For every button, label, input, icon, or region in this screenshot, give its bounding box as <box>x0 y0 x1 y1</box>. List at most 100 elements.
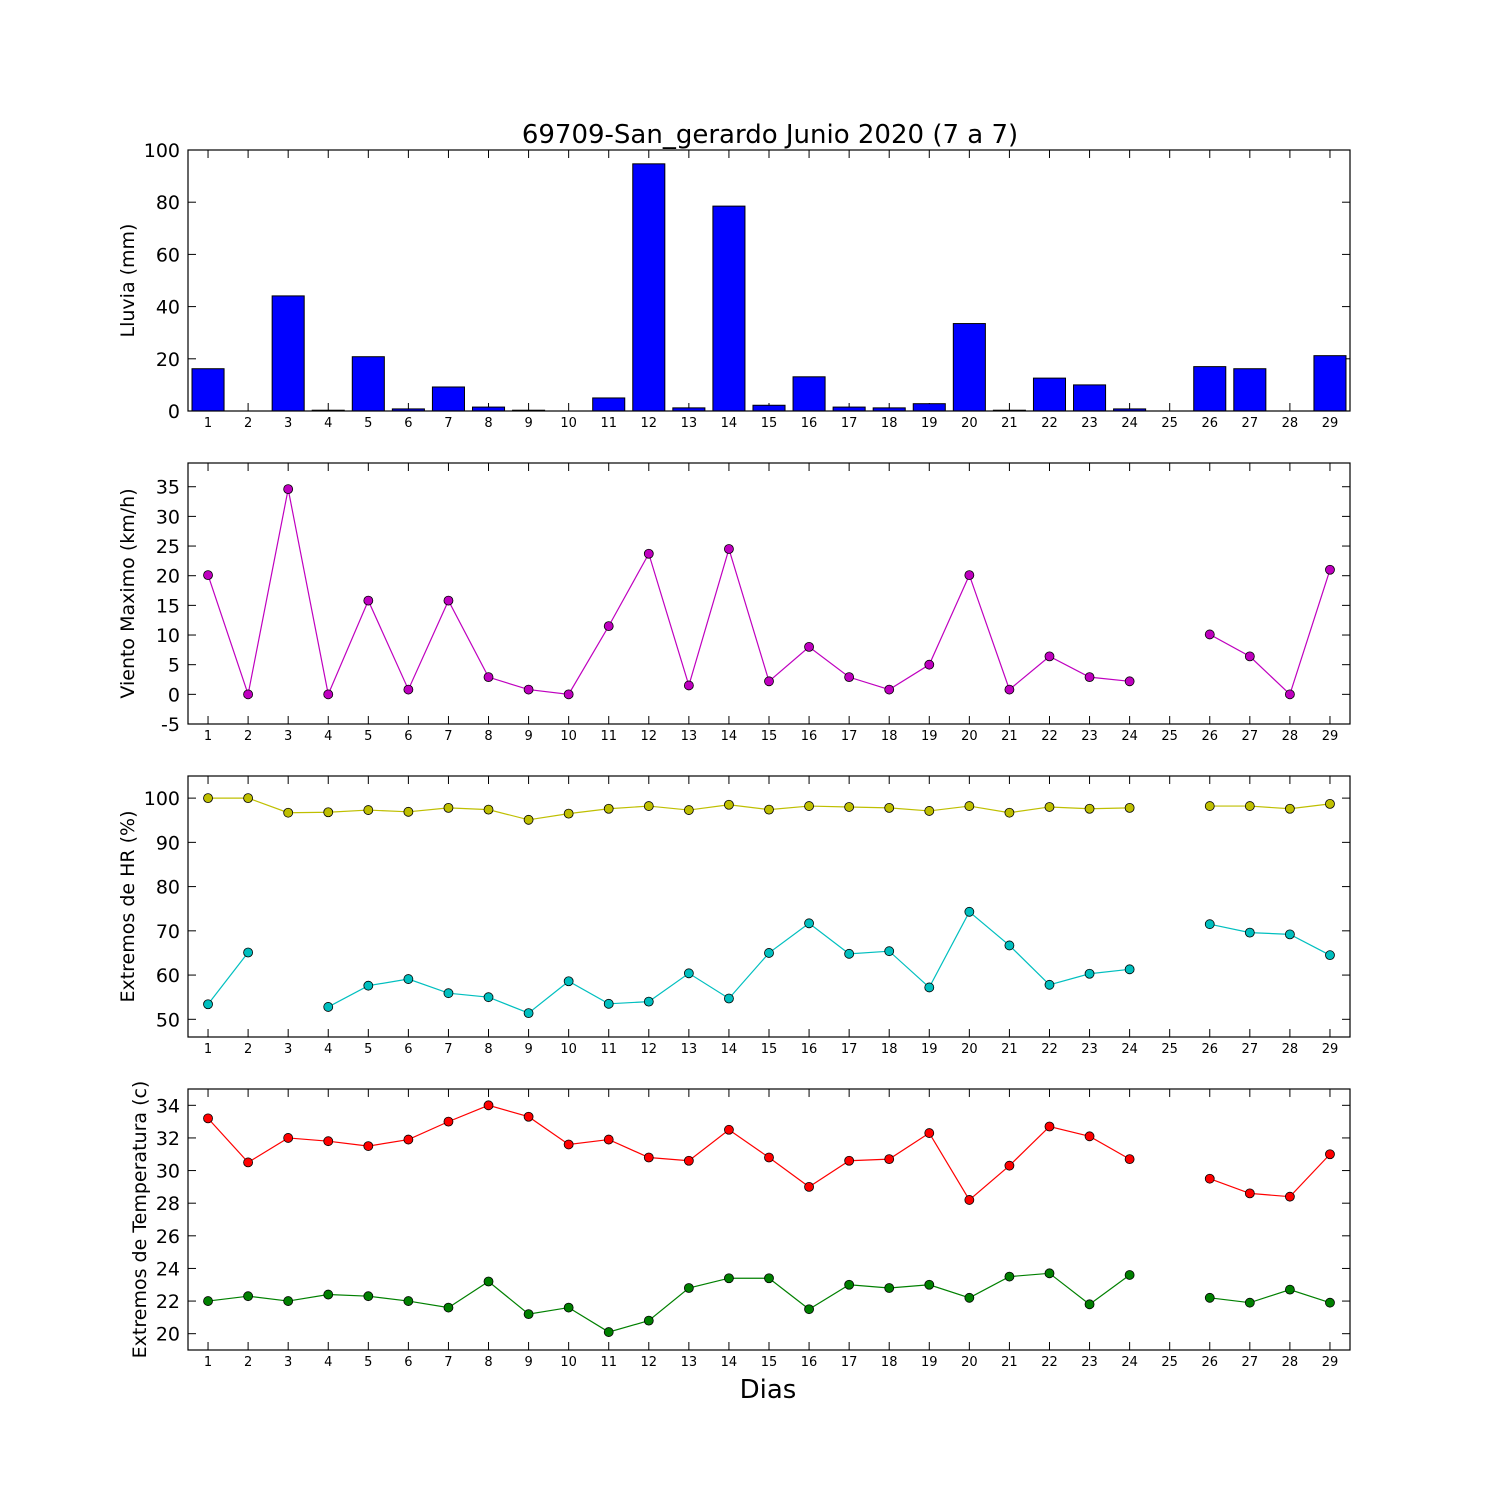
data-point <box>1204 629 1215 640</box>
data-point <box>1124 1270 1135 1280</box>
x-tick-label: 19 <box>921 729 938 744</box>
data-point <box>483 1276 494 1287</box>
x-tick-label: 24 <box>1121 1042 1138 1057</box>
data-point <box>1004 1271 1015 1282</box>
x-tick-label: 21 <box>1001 1042 1018 1057</box>
data-point <box>844 1279 855 1290</box>
x-tick-label: 13 <box>681 416 698 431</box>
y-tick-label: 60 <box>156 244 180 266</box>
x-tick-label: 29 <box>1322 416 1339 431</box>
data-point <box>243 947 254 958</box>
data-point <box>683 805 694 815</box>
x-axis-label: Dias <box>740 1375 797 1405</box>
data-point <box>1124 802 1135 813</box>
data-point <box>363 595 374 606</box>
series-line <box>207 1104 1130 1201</box>
data-point <box>1244 927 1255 938</box>
data-point <box>1124 676 1135 687</box>
data-point <box>1004 684 1015 695</box>
x-tick-label: 7 <box>444 1355 452 1370</box>
data-point <box>1124 964 1135 975</box>
x-tick-label: 16 <box>801 1042 818 1057</box>
x-tick-label: 28 <box>1282 1042 1299 1057</box>
data-point <box>203 793 213 804</box>
data-point <box>1204 801 1215 811</box>
x-tick-label: 3 <box>284 729 292 744</box>
data-point <box>1284 1191 1295 1202</box>
x-tick-label: 26 <box>1201 416 1218 431</box>
x-tick-label: 4 <box>324 416 332 431</box>
x-tick-label: 8 <box>484 416 492 431</box>
data-point <box>764 1152 774 1163</box>
data-point <box>203 999 213 1010</box>
x-tick-label: 22 <box>1041 1355 1058 1370</box>
data-point <box>724 993 734 1004</box>
x-tick-label: 21 <box>1001 416 1018 431</box>
y-tick-label: 26 <box>156 1226 180 1248</box>
data-point <box>1284 803 1295 814</box>
x-tick-label: 5 <box>364 729 372 744</box>
data-point <box>523 1008 534 1019</box>
x-tick-label: 5 <box>364 1355 372 1370</box>
data-point <box>283 1296 294 1306</box>
rain-bar <box>271 295 305 412</box>
data-point <box>964 906 975 917</box>
axes-frame <box>187 775 1351 1038</box>
x-tick-label: 19 <box>921 416 938 431</box>
data-point <box>363 805 374 815</box>
data-point <box>1204 919 1215 930</box>
x-tick-label: 22 <box>1041 416 1058 431</box>
y-tick-label: 35 <box>156 477 180 499</box>
data-point <box>603 998 614 1009</box>
y-tick-label: 50 <box>156 1009 180 1031</box>
x-tick-label: 27 <box>1242 1355 1259 1370</box>
data-point <box>884 1283 895 1293</box>
rain-bar <box>792 376 826 412</box>
y-tick-label: 34 <box>156 1095 180 1117</box>
data-point <box>363 980 374 991</box>
y-tick-label: 100 <box>144 788 180 810</box>
data-point <box>844 1155 855 1166</box>
x-tick-label: 27 <box>1242 416 1259 431</box>
x-tick-label: 28 <box>1282 416 1299 431</box>
x-tick-label: 12 <box>641 729 658 744</box>
data-point <box>884 684 895 695</box>
x-tick-label: 6 <box>404 729 412 744</box>
axes-frame <box>187 462 1351 725</box>
data-point <box>1325 1149 1335 1160</box>
data-point <box>203 570 213 581</box>
x-tick-label: 20 <box>961 416 978 431</box>
x-tick-label: 9 <box>524 1042 532 1057</box>
data-point <box>603 1327 614 1337</box>
y-axis-label: Lluvia (mm) <box>117 224 139 338</box>
x-tick-label: 6 <box>404 1042 412 1057</box>
x-tick-label: 19 <box>921 1042 938 1057</box>
data-point <box>804 1304 814 1315</box>
x-tick-label: 22 <box>1041 729 1058 744</box>
x-tick-label: 25 <box>1161 1355 1178 1370</box>
data-point <box>323 1289 334 1300</box>
x-tick-label: 8 <box>484 1355 492 1370</box>
y-tick-label: 60 <box>156 965 180 987</box>
y-tick-label: 0 <box>168 684 180 706</box>
data-point <box>403 684 414 695</box>
x-tick-label: 1 <box>204 416 212 431</box>
data-point <box>1084 1299 1095 1310</box>
data-point <box>283 1133 294 1143</box>
y-tick-label: 5 <box>168 655 180 677</box>
data-point <box>1004 1160 1015 1171</box>
data-point <box>964 1195 975 1205</box>
x-tick-label: 18 <box>881 1042 898 1057</box>
y-tick-label: 80 <box>156 877 180 899</box>
x-tick-label: 22 <box>1041 1042 1058 1057</box>
x-tick-label: 8 <box>484 1042 492 1057</box>
data-point <box>643 801 654 811</box>
data-point <box>1325 798 1335 809</box>
x-tick-label: 7 <box>444 416 452 431</box>
data-point <box>884 1154 895 1165</box>
data-point <box>563 976 574 987</box>
data-point <box>1284 689 1295 700</box>
x-tick-label: 17 <box>841 1042 858 1057</box>
